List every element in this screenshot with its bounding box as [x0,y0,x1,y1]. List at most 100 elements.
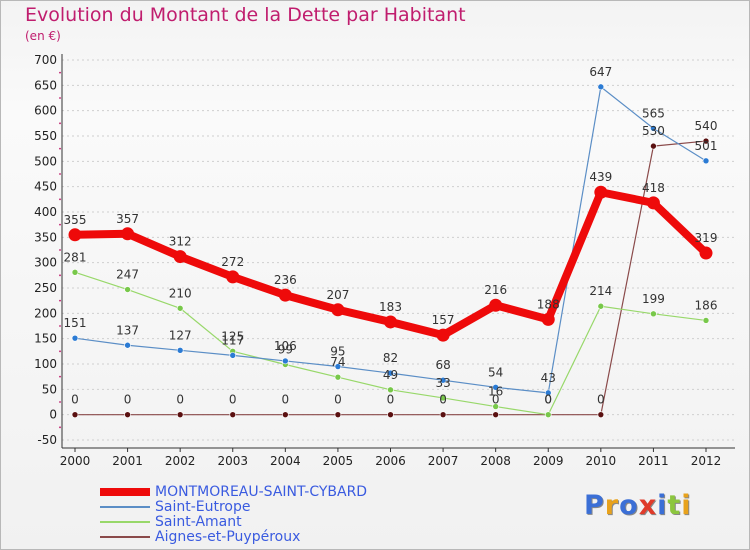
data-label: 125 [221,329,244,343]
legend-label: Saint-Amant [155,514,242,530]
data-label: 0 [334,393,342,407]
data-label: 127 [169,328,192,342]
data-point [702,137,710,145]
legend-label: Aignes-et-Puypéroux [155,529,301,545]
data-label: 418 [642,181,665,195]
x-tick-label: 2007 [428,454,459,468]
y-minor-tick [59,401,61,403]
data-label: 207 [326,288,349,302]
unit-label: (en €) [25,29,61,43]
data-label: 439 [589,170,612,184]
y-minor-tick [59,173,61,175]
y-tick-label: 300 [34,256,57,270]
data-point [650,310,657,318]
data-point [176,304,184,312]
data-point [68,228,82,242]
data-point [439,376,447,384]
data-label: 565 [642,106,665,120]
y-tick-label: 600 [34,104,57,118]
x-tick-label: 2001 [112,454,143,468]
data-label: 0 [71,393,79,407]
data-point [124,286,131,293]
x-tick-label: 2012 [691,454,722,468]
legend-label: Saint-Eutrope [155,499,251,515]
data-point [334,411,342,418]
series-1 [71,83,710,397]
data-point [597,302,605,310]
data-point [594,185,608,199]
y-tick-label: 500 [34,154,57,168]
data-label: 0 [544,393,552,407]
data-point [597,83,605,91]
proxiti-logo: Proxiti [584,490,692,521]
x-tick-label: 2006 [375,454,406,468]
data-point [387,386,394,394]
legend-swatch [100,521,150,523]
data-label: 214 [589,284,612,298]
data-label: 236 [274,273,297,287]
series-2 [71,268,710,418]
data-point [334,373,342,381]
y-tick-label: 650 [34,78,57,92]
data-point [646,196,660,210]
data-label: 501 [695,139,718,153]
data-label: 281 [64,250,87,264]
y-minor-tick [59,325,61,327]
data-label: 540 [695,119,718,133]
data-point [282,357,289,365]
x-tick-label: 2004 [270,454,301,468]
data-point [71,411,79,418]
y-minor-tick [59,350,61,353]
series-0 [68,185,713,342]
data-point [650,125,657,132]
data-point [124,411,131,418]
data-label: 0 [492,393,500,407]
data-point [492,403,499,410]
data-label: 188 [537,297,560,311]
data-label: 74 [330,355,345,369]
data-label: 312 [169,235,192,249]
data-label: 216 [484,283,507,297]
legend-swatch [100,536,150,538]
data-point [436,328,450,342]
data-label: 210 [169,286,192,300]
data-label: 355 [64,213,87,227]
data-label: 0 [439,393,447,407]
y-tick-label: -50 [37,433,57,447]
data-label: 0 [544,393,552,407]
data-point [439,411,447,418]
data-point [384,315,397,329]
data-point [702,157,710,165]
data-point [71,268,79,276]
data-label: 0 [597,393,605,407]
data-label: 319 [695,231,718,245]
axes: -500501001502002503003504004505005506006… [34,53,735,468]
y-tick-label: 0 [49,408,57,422]
y-minor-tick [59,299,61,302]
data-label: 199 [642,292,665,306]
y-minor-tick [59,71,61,74]
y-tick-label: 350 [34,230,57,244]
series-3 [71,137,710,418]
x-tick-label: 2009 [533,454,564,468]
y-tick-label: 100 [34,357,57,371]
data-point [650,142,657,150]
data-label: 49 [383,368,398,382]
data-point [229,352,237,359]
x-tick-label: 2005 [323,454,354,468]
y-tick-label: 150 [34,332,57,346]
y-minor-tick [59,198,61,201]
y-minor-tick [59,97,61,99]
data-label: 16 [488,385,503,399]
y-minor-tick [59,426,61,429]
data-label: 33 [435,376,450,390]
data-label: 186 [695,298,718,312]
x-tick-label: 2010 [586,454,617,468]
data-label: 157 [432,313,455,327]
y-minor-tick [59,223,61,226]
data-point [387,369,394,377]
data-label: 272 [221,255,244,269]
data-label: 0 [176,393,184,407]
data-point [544,389,552,397]
